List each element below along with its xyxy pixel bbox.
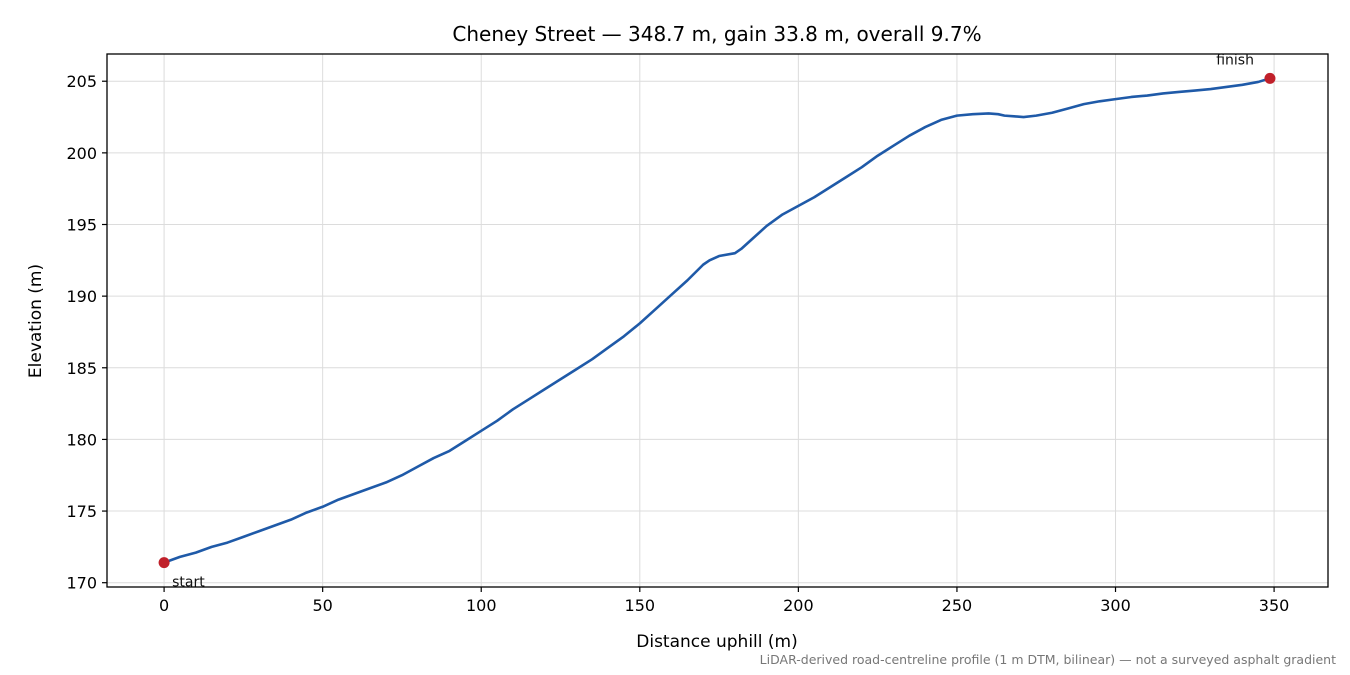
chart-footnote: LiDAR-derived road-centreline profile (1… bbox=[760, 652, 1336, 667]
x-tick-label: 200 bbox=[783, 596, 814, 615]
x-tick-label: 50 bbox=[312, 596, 332, 615]
y-tick-label: 195 bbox=[66, 216, 97, 235]
grid-lines bbox=[107, 54, 1328, 587]
x-tick-label: 0 bbox=[159, 596, 169, 615]
y-tick-label: 205 bbox=[66, 72, 97, 91]
plot-area-frame bbox=[106, 53, 1329, 588]
x-tick-label: 300 bbox=[1100, 596, 1131, 615]
x-axis-ticks: 0 50 100 150 200 250 300 350 bbox=[159, 587, 1289, 615]
x-axis-label: Distance uphill (m) bbox=[636, 632, 797, 652]
y-tick-label: 175 bbox=[66, 502, 97, 521]
y-axis-label: Elevation (m) bbox=[26, 264, 46, 378]
marker-finish bbox=[1264, 72, 1276, 84]
annotation-start: start bbox=[172, 575, 205, 591]
y-tick-label: 180 bbox=[66, 430, 97, 449]
endpoint-markers: start finish bbox=[158, 52, 1276, 591]
y-tick-label: 185 bbox=[66, 359, 97, 378]
y-tick-label: 170 bbox=[66, 574, 97, 593]
annotation-finish: finish bbox=[1216, 52, 1254, 68]
y-axis-ticks: 170 175 180 185 190 195 200 205 bbox=[66, 72, 107, 593]
x-tick-label: 100 bbox=[466, 596, 497, 615]
series-line-elevation bbox=[162, 77, 1272, 564]
chart-title: Cheney Street — 348.7 m, gain 33.8 m, ov… bbox=[452, 22, 981, 46]
marker-start bbox=[158, 557, 170, 569]
y-tick-label: 190 bbox=[66, 287, 97, 306]
x-tick-label: 250 bbox=[942, 596, 973, 615]
x-tick-label: 150 bbox=[625, 596, 656, 615]
x-tick-label: 350 bbox=[1259, 596, 1290, 615]
y-tick-label: 200 bbox=[66, 144, 97, 163]
